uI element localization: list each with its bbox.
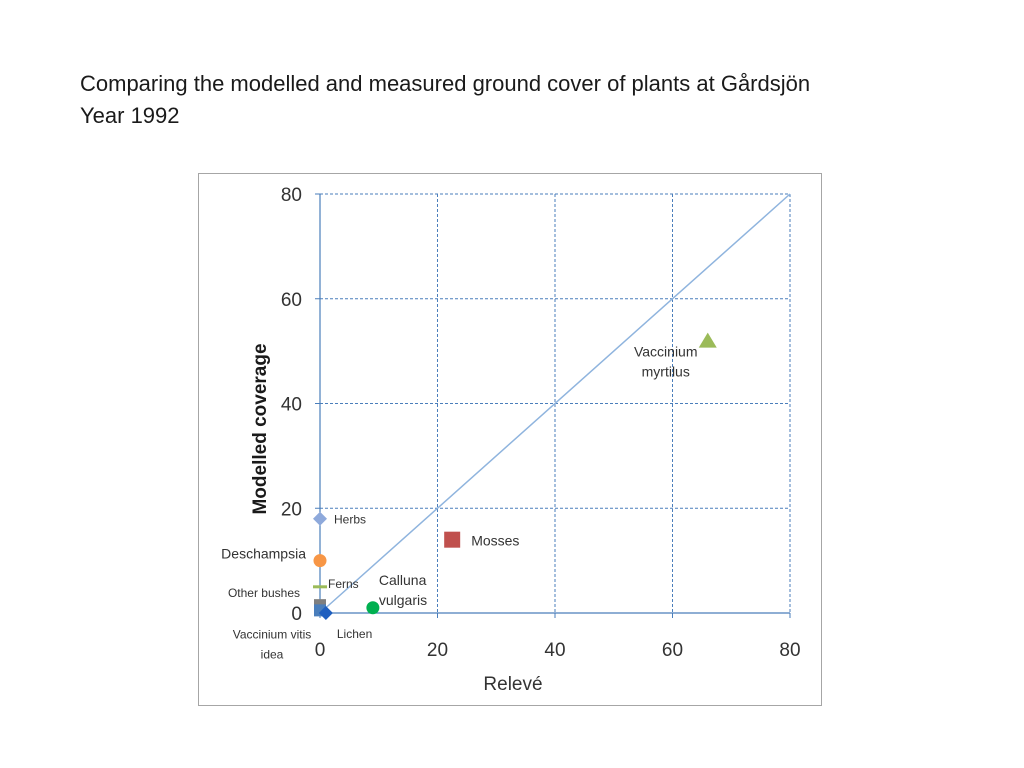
point-ferns <box>313 585 327 589</box>
y-tick-label: 40 <box>281 395 302 416</box>
point-vaccinium-myrtilus <box>698 332 717 348</box>
label-layer: Vaccinium myrtilus Herbs Mosses Deschampsia F… <box>221 344 697 662</box>
point-deschampsia <box>313 554 327 568</box>
y-tick-label: 80 <box>281 185 302 206</box>
label-other-bushes: Other bushes <box>228 586 300 600</box>
x-axis-title: Relevé <box>483 674 542 695</box>
label-deschampsia: Deschampsia <box>221 546 306 562</box>
title-line-1: Comparing the modelled and measured grou… <box>80 71 811 96</box>
chart-frame: 0 20 40 60 80 0 20 40 60 80 Vaccinium myrtilus Herb… <box>198 173 822 706</box>
label-lichen: Lichen <box>337 627 372 641</box>
axis-layer: 0 20 40 60 80 0 20 40 60 80 <box>281 185 801 661</box>
label-vaccinium-vitis-idea: Vaccinium vitis <box>233 627 311 641</box>
point-mosses <box>444 531 461 548</box>
point-lichen <box>318 606 333 620</box>
y-tick-label: 60 <box>281 290 302 311</box>
one-to-one-line <box>319 193 791 614</box>
label-calluna-vulgaris: vulgaris <box>379 592 427 608</box>
title-line-2: Year 1992 <box>80 103 180 128</box>
y-axis-title: Modelled coverage <box>250 343 271 514</box>
y-tick-label: 0 <box>291 604 302 625</box>
x-tick-label: 20 <box>427 640 448 661</box>
reference-line-layer <box>319 193 791 614</box>
label-vaccinium-vitis-idea: idea <box>261 647 284 661</box>
label-ferns: Ferns <box>328 577 359 591</box>
label-vaccinium-myrtilus: myrtilus <box>642 364 690 380</box>
point-calluna-vulgaris <box>366 601 380 615</box>
slide-title: Comparing the modelled and measured grou… <box>80 68 810 132</box>
x-tick-label: 0 <box>315 640 326 661</box>
label-mosses: Mosses <box>471 533 519 549</box>
scatter-chart: 0 20 40 60 80 0 20 40 60 80 Vaccinium myrtilus Herb… <box>221 185 801 695</box>
x-tick-label: 80 <box>779 640 800 661</box>
y-tick-label: 20 <box>281 499 302 520</box>
x-tick-label: 60 <box>662 640 683 661</box>
label-herbs: Herbs <box>334 513 366 527</box>
label-vaccinium-myrtilus: Vaccinium <box>634 344 698 360</box>
x-tick-label: 40 <box>544 640 565 661</box>
point-herbs <box>313 511 327 526</box>
label-calluna-vulgaris: Calluna <box>379 572 427 588</box>
